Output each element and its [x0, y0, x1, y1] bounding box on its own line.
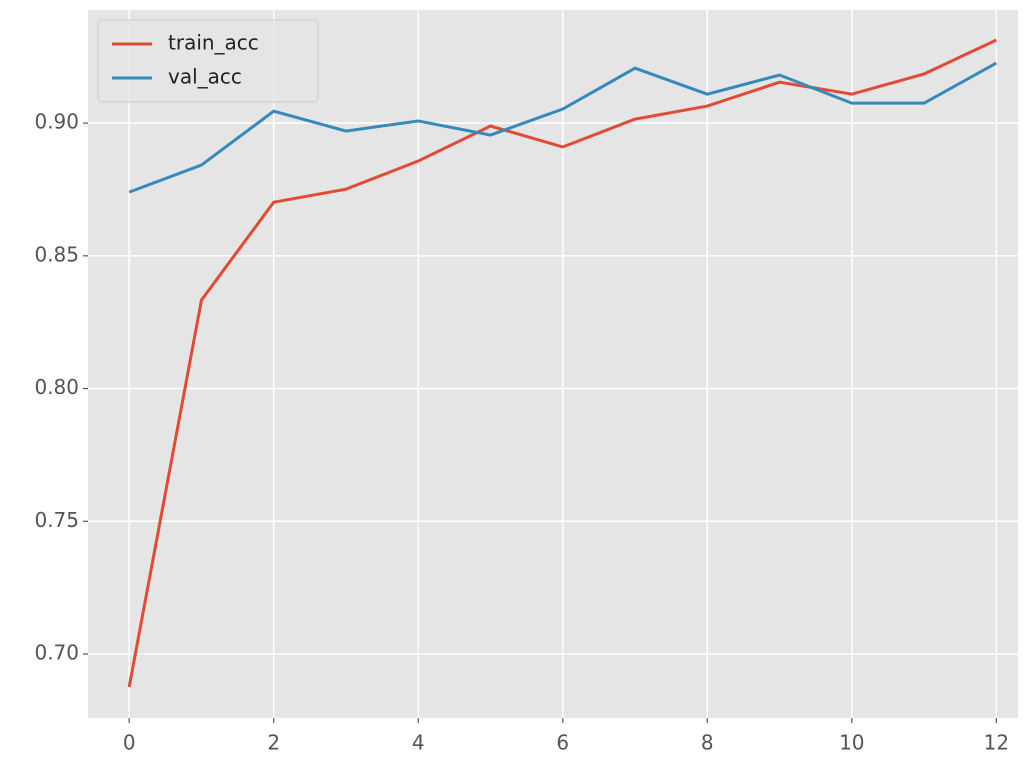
- line: [127, 38, 997, 688]
- y-tick-label: 0.75: [34, 508, 79, 532]
- x-tick-label: 2: [267, 731, 280, 755]
- y-tick-label: 0.70: [34, 641, 79, 665]
- legend-box: [97, 19, 319, 103]
- y-tick-label: 0.85: [34, 242, 79, 266]
- legend-label: val_acc: [168, 65, 242, 89]
- line: [128, 61, 998, 194]
- plot-area: [88, 10, 1018, 718]
- y-tick-label: 0.80: [34, 375, 79, 399]
- legend-label: train_acc: [168, 31, 259, 55]
- x-tick-label: 8: [701, 731, 714, 755]
- y-tick-label: 0.90: [34, 110, 79, 134]
- x-tick-label: 12: [984, 731, 1009, 755]
- x-tick-label: 0: [123, 731, 136, 755]
- legend: train_acc val_acc: [97, 19, 319, 103]
- x-tick-label: 10: [839, 731, 864, 755]
- x-tick-label: 6: [556, 731, 569, 755]
- x-tick-label: 4: [412, 731, 425, 755]
